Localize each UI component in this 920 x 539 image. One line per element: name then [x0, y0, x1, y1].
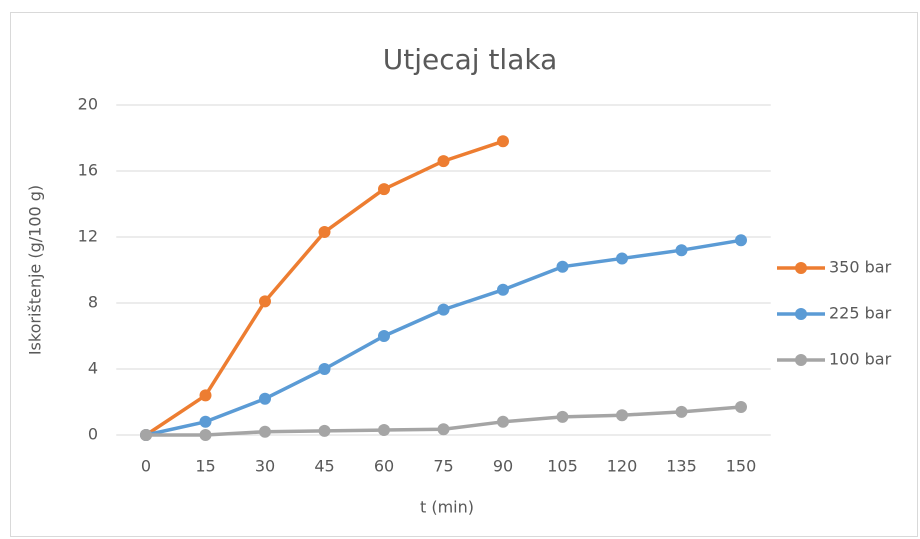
data-point — [199, 429, 212, 441]
x-tick-label: 105 — [547, 457, 578, 476]
data-point — [437, 423, 450, 436]
data-point — [675, 405, 688, 418]
data-point — [616, 409, 628, 422]
data-point — [318, 424, 331, 437]
y-tick-label: 8 — [88, 293, 98, 312]
data-point — [497, 415, 509, 428]
data-point — [318, 363, 331, 375]
data-point — [199, 389, 212, 402]
legend-label: 350 bar — [829, 258, 892, 277]
legend-marker — [795, 354, 807, 366]
x-axis-label: t (min) — [420, 498, 474, 517]
x-tick-label: 135 — [666, 457, 697, 476]
data-point — [259, 425, 271, 438]
data-point — [735, 234, 747, 247]
y-tick-label: 0 — [88, 425, 98, 444]
legend-label: 225 bar — [829, 304, 892, 323]
data-point — [378, 183, 390, 196]
x-tick-label: 150 — [726, 457, 757, 476]
x-tick-label: 45 — [314, 457, 334, 476]
data-point — [259, 295, 271, 308]
legend-marker — [795, 262, 807, 274]
data-point — [556, 410, 569, 423]
data-point — [497, 135, 509, 148]
data-point — [616, 252, 628, 265]
data-point — [437, 155, 450, 168]
data-point — [437, 303, 450, 316]
y-tick-label: 4 — [88, 359, 98, 378]
data-point — [378, 424, 390, 437]
x-tick-label: 0 — [141, 457, 151, 476]
y-tick-label: 16 — [78, 161, 98, 180]
x-tick-label: 30 — [255, 457, 275, 476]
chart-title: Utjecaj tlaka — [383, 43, 558, 76]
data-point — [140, 429, 152, 441]
data-point — [497, 283, 509, 296]
chart-border — [10, 12, 918, 537]
y-tick-label: 12 — [78, 227, 98, 246]
x-tick-label: 120 — [607, 457, 638, 476]
y-axis-label: Iskorištenje (g/100 g) — [26, 185, 45, 355]
data-point — [259, 392, 271, 405]
data-point — [556, 260, 569, 273]
legend-label: 100 bar — [829, 350, 892, 369]
x-tick-label: 15 — [195, 457, 215, 476]
x-tick-label: 90 — [493, 457, 513, 476]
y-tick-label: 20 — [78, 95, 98, 114]
data-point — [735, 400, 747, 413]
x-tick-label: 75 — [433, 457, 453, 476]
data-point — [675, 244, 688, 257]
data-point — [199, 415, 212, 428]
data-point — [318, 226, 331, 239]
legend-marker — [795, 308, 807, 320]
data-point — [378, 330, 390, 342]
x-tick-label: 60 — [374, 457, 394, 476]
